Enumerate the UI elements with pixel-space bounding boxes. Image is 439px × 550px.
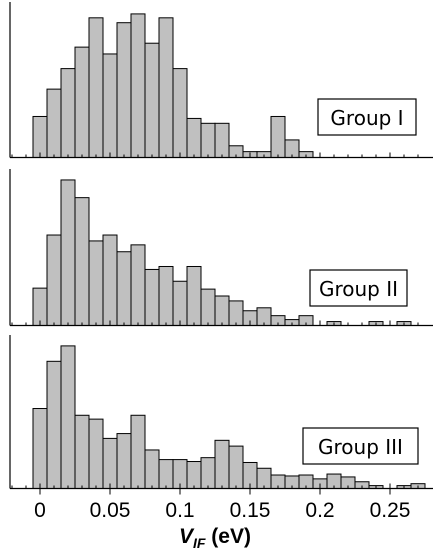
panel-1: Group I bbox=[9, 2, 433, 159]
histogram-bar bbox=[200, 288, 216, 326]
histogram-bar bbox=[228, 300, 244, 327]
histogram-bar bbox=[60, 68, 76, 158]
histogram-bar bbox=[88, 418, 104, 490]
histogram-bar bbox=[32, 408, 48, 490]
histogram-bar bbox=[116, 251, 132, 326]
x-axis-title: VIF (eV) bbox=[179, 525, 251, 550]
legend-label: Group III bbox=[318, 435, 403, 459]
x-axis: 0 0.05 0.1 0.15 0.2 0.25 bbox=[34, 488, 411, 522]
histogram-bar bbox=[74, 414, 90, 490]
x-tick-label: 0.2 bbox=[305, 499, 334, 522]
histogram-bar bbox=[256, 467, 272, 489]
histogram-bar bbox=[144, 449, 160, 489]
histogram-bar bbox=[172, 68, 188, 158]
histogram-bar bbox=[186, 461, 202, 489]
histogram-bar bbox=[144, 42, 160, 158]
histogram-bar bbox=[214, 122, 230, 158]
histogram-bar bbox=[116, 433, 132, 490]
histogram-bar bbox=[130, 414, 146, 490]
histogram-bar bbox=[158, 17, 174, 158]
histogram-bar bbox=[60, 345, 76, 489]
histogram-bar bbox=[172, 280, 188, 326]
histogram-bar bbox=[200, 457, 216, 489]
x-axis-title-main: V bbox=[179, 525, 195, 548]
x-tick-label: 0.15 bbox=[230, 499, 271, 522]
histogram-bar bbox=[200, 122, 216, 158]
histogram-bar bbox=[144, 268, 160, 326]
panels-layer: Group I Group II Group III bbox=[9, 2, 433, 490]
histogram-bar bbox=[186, 265, 202, 326]
histogram-bar bbox=[46, 360, 62, 490]
legend-label: Group I bbox=[330, 106, 403, 130]
histogram-bar bbox=[102, 234, 118, 326]
x-tick-label: 0.05 bbox=[90, 499, 131, 522]
histogram-bar bbox=[116, 22, 132, 159]
x-axis-title-unit: (eV) bbox=[205, 525, 251, 548]
histogram-bar bbox=[158, 265, 174, 326]
histogram-bar bbox=[60, 179, 76, 326]
histogram-bar bbox=[88, 17, 104, 158]
histogram-bar bbox=[228, 445, 244, 490]
histogram-bar bbox=[74, 197, 90, 326]
histogram-bar bbox=[130, 13, 146, 158]
histogram-bar bbox=[46, 234, 62, 326]
x-axis-title-sub: IF bbox=[193, 535, 206, 550]
histogram-bar bbox=[102, 53, 118, 158]
histogram-bar bbox=[32, 115, 48, 158]
x-tick-label: 0 bbox=[34, 499, 46, 522]
histogram-bar bbox=[74, 46, 90, 159]
panel-3: Group III bbox=[9, 335, 433, 490]
histogram-bar bbox=[214, 295, 230, 326]
panel-2: Group II bbox=[9, 169, 433, 327]
legend-box bbox=[302, 427, 419, 465]
legend-box bbox=[317, 98, 417, 136]
histogram-bar bbox=[130, 244, 146, 327]
histogram-bar bbox=[270, 115, 286, 158]
histogram-bar bbox=[46, 88, 62, 158]
histogram-bar bbox=[32, 287, 48, 327]
histogram-bar bbox=[102, 437, 118, 490]
x-tick-label: 0.1 bbox=[165, 499, 194, 522]
x-tick-label: 0.25 bbox=[370, 499, 411, 522]
histogram-bar bbox=[158, 459, 174, 489]
histogram-bar bbox=[88, 240, 104, 326]
legend-label: Group II bbox=[319, 277, 398, 301]
histogram-bar bbox=[214, 439, 230, 490]
legend-box bbox=[309, 269, 408, 307]
histogram-bar bbox=[186, 117, 202, 159]
